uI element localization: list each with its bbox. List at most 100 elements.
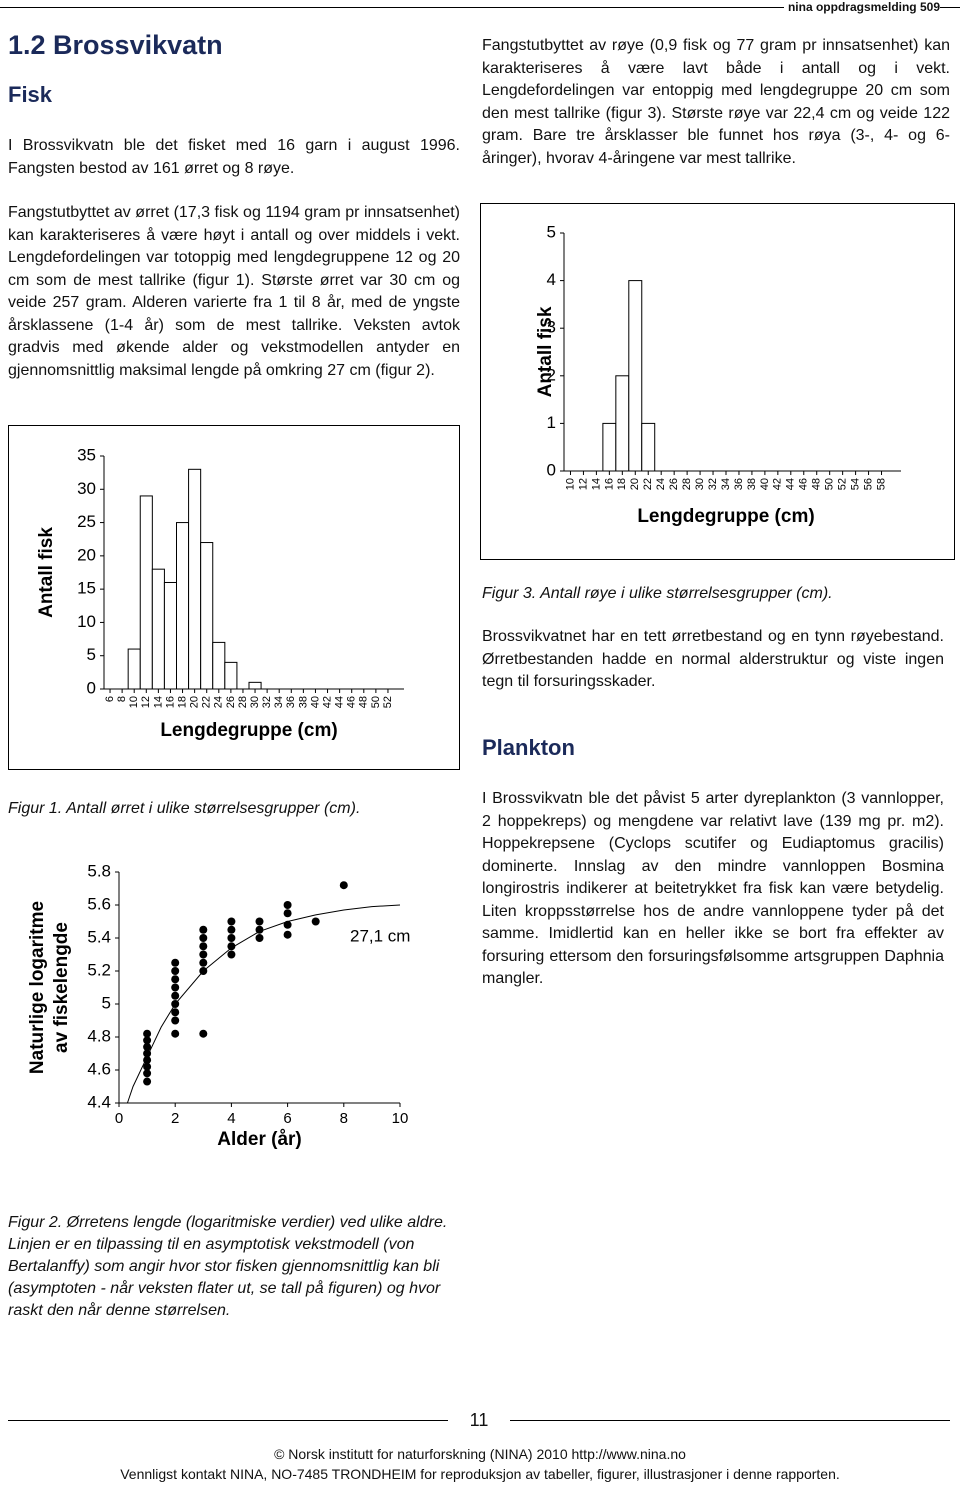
figure-frame: 0 1 2 3 4 5 Antall fisk Lengdegruppe (cm) 10 12 14… bbox=[480, 203, 955, 560]
y-tick-label: 4.8 bbox=[87, 1026, 111, 1045]
y-tick-label: 0 bbox=[87, 678, 96, 697]
y-tick-label: 5.6 bbox=[87, 894, 111, 913]
x-tick-label: 36 bbox=[733, 478, 745, 490]
point bbox=[199, 934, 208, 942]
header-title: nina oppdragsmelding 509 bbox=[783, 0, 940, 14]
x-tick-label: 20 bbox=[629, 478, 641, 490]
point bbox=[255, 934, 264, 942]
x-tick-label: 6 bbox=[283, 1110, 291, 1127]
x-tick-label: 32 bbox=[261, 696, 273, 708]
header-rule bbox=[0, 7, 960, 8]
x-tick-label: 40 bbox=[759, 478, 771, 490]
x-tick-label: 8 bbox=[340, 1110, 348, 1127]
y-tick-label: 5 bbox=[102, 993, 111, 1012]
bar bbox=[212, 641, 226, 690]
y-axis-label: Antall fisk bbox=[535, 306, 556, 397]
bar bbox=[127, 648, 141, 690]
y-tick-label: 3 bbox=[547, 318, 556, 337]
x-tick-label: 14 bbox=[152, 696, 164, 708]
x-tick-label: 26 bbox=[668, 478, 680, 490]
y-tick-label: 5 bbox=[547, 222, 556, 241]
paragraph: I Brossvikvatn ble det fisket med 16 gar… bbox=[8, 137, 460, 177]
x-tick-label: 50 bbox=[370, 696, 382, 708]
x-tick-label: 10 bbox=[392, 1110, 409, 1127]
bar bbox=[641, 422, 656, 472]
x-tick-label: 30 bbox=[694, 478, 706, 490]
point bbox=[199, 942, 208, 951]
x-tick-label: 28 bbox=[681, 478, 693, 490]
bar bbox=[163, 581, 178, 690]
y-tick-label: 25 bbox=[77, 512, 96, 531]
point bbox=[227, 925, 236, 934]
point bbox=[143, 1056, 152, 1065]
x-tick-label: 46 bbox=[798, 478, 810, 490]
x-tick-label: 30 bbox=[249, 696, 261, 708]
y-tick-label: 5.4 bbox=[87, 927, 111, 946]
x-tick-label: 12 bbox=[140, 696, 152, 708]
y-tick-label: 4.6 bbox=[87, 1059, 111, 1078]
point bbox=[283, 909, 292, 918]
point bbox=[171, 975, 180, 984]
x-tick-label: 22 bbox=[642, 478, 654, 490]
point bbox=[339, 881, 348, 890]
paragraph: Brossvikvatnet har en tett ørretbestand … bbox=[482, 628, 944, 690]
x-tick-label: 28 bbox=[237, 696, 249, 708]
y-tick-label: 20 bbox=[77, 545, 96, 564]
x-tick-label: 32 bbox=[707, 478, 719, 490]
footer-rule bbox=[510, 1420, 950, 1421]
x-tick-label: 54 bbox=[850, 478, 862, 490]
x-tick-label: 26 bbox=[225, 696, 237, 708]
point bbox=[283, 901, 292, 909]
x-tick-label: 42 bbox=[772, 478, 784, 490]
point bbox=[143, 1049, 152, 1058]
point bbox=[227, 917, 236, 926]
bar bbox=[176, 522, 190, 690]
heading: Fisk bbox=[8, 82, 53, 107]
x-tick-label: 40 bbox=[309, 696, 321, 708]
bar bbox=[615, 375, 630, 472]
bar bbox=[151, 568, 165, 690]
y-tick-label: 0 bbox=[547, 460, 556, 479]
x-tick-label: 46 bbox=[346, 696, 358, 708]
y-tick-label: 5.8 bbox=[87, 861, 111, 880]
y-tick-label: 4 bbox=[547, 270, 556, 289]
paragraph: Fangstutbyttet av røye (0,9 fisk og 77 g… bbox=[482, 37, 950, 167]
point bbox=[227, 950, 236, 959]
point bbox=[311, 917, 320, 926]
x-tick-label: 12 bbox=[577, 478, 589, 490]
y-axis-label: Naturlige logaritme bbox=[27, 901, 48, 1074]
point bbox=[283, 920, 292, 929]
y-tick-label: 1 bbox=[547, 413, 556, 432]
y-tick-label: 10 bbox=[77, 612, 96, 631]
bar bbox=[188, 468, 202, 690]
page-number: 11 bbox=[469, 1410, 489, 1430]
paragraph: Fangstutbyttet av ørret (17,3 fisk og 11… bbox=[8, 204, 460, 379]
x-tick-label: 50 bbox=[824, 478, 836, 490]
figure-caption: Figur 1. Antall ørret i ulike størrelses… bbox=[8, 800, 361, 817]
point bbox=[199, 967, 208, 975]
point bbox=[171, 1000, 180, 1008]
point bbox=[143, 1077, 152, 1086]
x-axis-label: Lengdegruppe (cm) bbox=[637, 506, 814, 527]
x-tick-label: 52 bbox=[382, 696, 394, 708]
bar bbox=[200, 542, 214, 690]
x-tick-label: 14 bbox=[590, 478, 602, 490]
x-tick-label: 20 bbox=[189, 696, 201, 708]
point bbox=[143, 1062, 152, 1071]
figure-caption: Figur 2. Ørretens lengde (logaritmiske v… bbox=[8, 1214, 448, 1319]
x-axis-label: Alder (år) bbox=[217, 1129, 301, 1150]
x-tick-label: 18 bbox=[176, 696, 188, 708]
y-tick-label: 5.2 bbox=[87, 960, 111, 979]
x-tick-label: 0 bbox=[115, 1110, 123, 1127]
x-tick-label: 2 bbox=[171, 1110, 179, 1127]
point bbox=[171, 1016, 180, 1025]
bar bbox=[602, 422, 617, 472]
chart: 4.4 4.6 4.8 5 5.2 5.4 5.6 5.8 Naturlige logaritm… bbox=[27, 861, 410, 1150]
x-axis-label: Lengdegruppe (cm) bbox=[160, 720, 337, 741]
point bbox=[199, 958, 208, 967]
x-tick-label: 6 bbox=[104, 696, 116, 702]
point bbox=[143, 1069, 152, 1078]
point bbox=[171, 967, 180, 975]
